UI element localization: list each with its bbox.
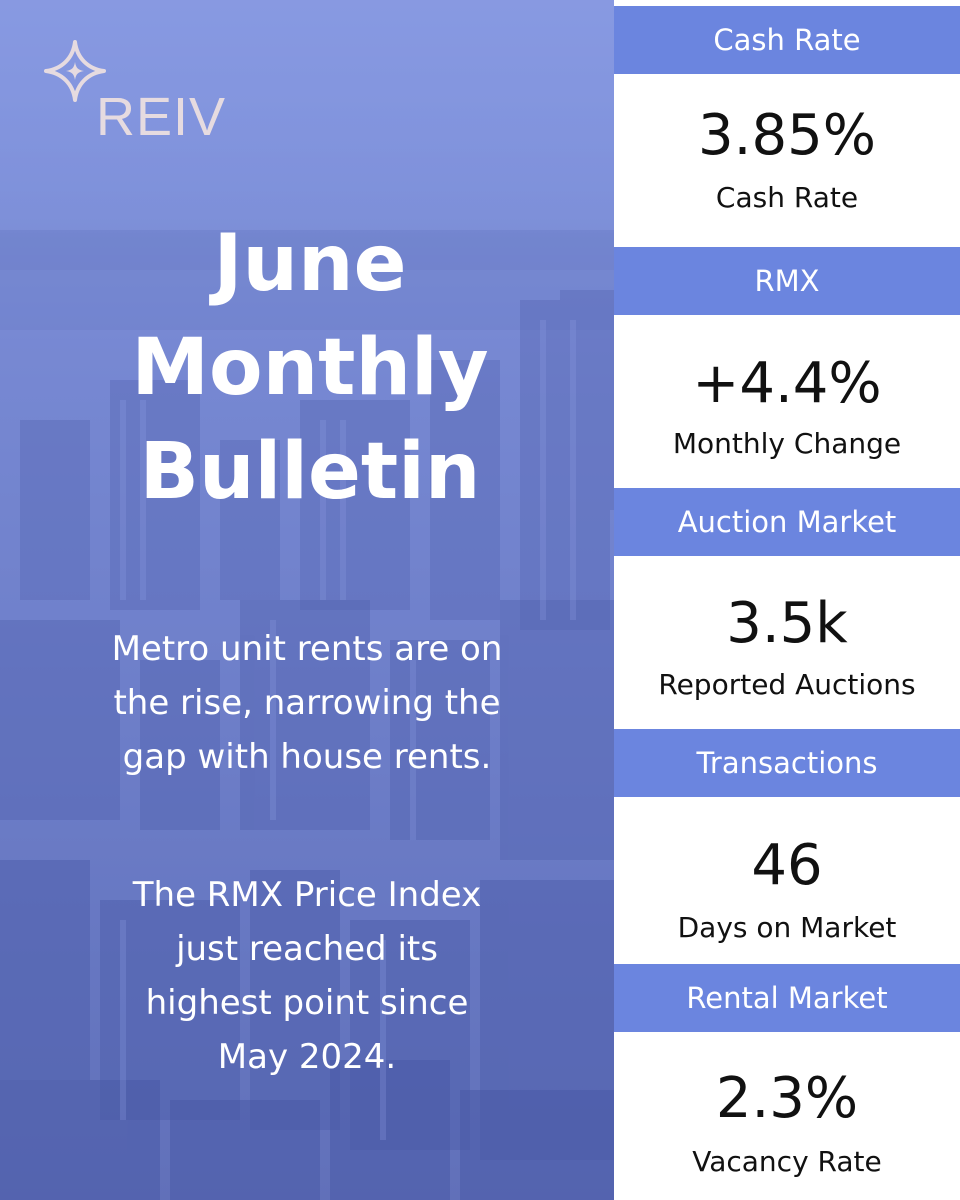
stat-value-cash-rate: 3.85% bbox=[698, 103, 876, 168]
stat-label-cash-rate: Cash Rate bbox=[715, 181, 859, 214]
stat-value-rmx: +4.4% bbox=[692, 351, 882, 416]
stat-header-rental-market: Rental Market bbox=[614, 964, 960, 1032]
index-summary: The RMX Price Index just reached its hig… bbox=[22, 868, 592, 1084]
stat-value-rental-market: 2.3% bbox=[715, 1066, 859, 1131]
summary-line: gap with house rents. bbox=[122, 737, 492, 777]
bulletin-title: June Monthly Bulletin bbox=[60, 212, 560, 524]
rent-summary: Metro unit rents are on the rise, narrow… bbox=[22, 622, 592, 784]
stat-label-rmx: Monthly Change bbox=[672, 427, 902, 460]
summary-line: the rise, narrowing the bbox=[113, 683, 501, 723]
stat-header-rmx: RMX bbox=[614, 247, 960, 315]
summary-line: The RMX Price Index bbox=[132, 875, 482, 915]
summary-line: just reached its bbox=[176, 929, 438, 969]
summary-line: May 2024. bbox=[217, 1037, 397, 1077]
sky-haze bbox=[0, 0, 614, 240]
brand-name: REIV bbox=[96, 87, 227, 147]
title-line: June bbox=[213, 219, 407, 309]
four-point-star-icon bbox=[44, 40, 106, 102]
brand-logo: REIV bbox=[42, 38, 242, 148]
stat-label-auction-market: Reported Auctions bbox=[658, 668, 916, 701]
stat-header-cash-rate: Cash Rate bbox=[614, 6, 960, 74]
stats-column: Cash Rate 3.85% Cash Rate RMX +4.4% Mont… bbox=[614, 0, 960, 1200]
title-line: Monthly bbox=[131, 323, 489, 413]
title-line: Bulletin bbox=[139, 427, 481, 517]
stat-label-rental-market: Vacancy Rate bbox=[692, 1145, 882, 1178]
summary-line: highest point since bbox=[145, 983, 469, 1023]
summary-line: Metro unit rents are on bbox=[111, 629, 503, 669]
color-overlay bbox=[0, 0, 614, 1200]
stat-value-transactions: 46 bbox=[751, 833, 823, 898]
city-skyline-image bbox=[0, 230, 614, 1200]
stat-value-auction-market: 3.5k bbox=[726, 591, 848, 656]
stat-header-transactions: Transactions bbox=[614, 729, 960, 797]
stat-header-auction-market: Auction Market bbox=[614, 488, 960, 556]
stat-label-transactions: Days on Market bbox=[677, 911, 897, 944]
hero-panel: REIV June Monthly Bulletin Metro unit re… bbox=[0, 0, 614, 1200]
